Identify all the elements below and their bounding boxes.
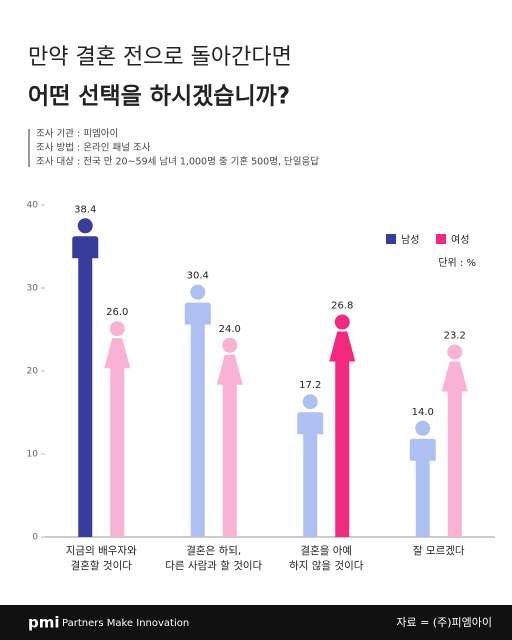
person-body <box>329 331 356 537</box>
value-label: 14.0 <box>412 407 434 418</box>
person-head <box>302 394 318 410</box>
footer-source: 자료 = (주)피엠아이 <box>396 616 492 629</box>
x-tick-label: 하지 않을 것이다 <box>289 559 364 572</box>
chart-subtitle: 어떤 선택을 하시겠습니까? <box>28 84 290 110</box>
y-tick-label: 40 <box>27 201 39 211</box>
person-head <box>334 314 350 330</box>
person-bar <box>441 344 468 537</box>
person-head <box>77 218 93 234</box>
info-bar <box>28 129 30 167</box>
footer-bar <box>0 605 512 640</box>
value-label: 30.4 <box>187 271 209 282</box>
x-tick-label: 지금의 배우자와 <box>66 545 137 557</box>
person-head <box>190 284 206 300</box>
person-bar <box>329 314 356 537</box>
person-bar <box>184 284 211 537</box>
value-label: 17.2 <box>299 380 321 391</box>
chart-title: 만약 결혼 전으로 돌아간다면 <box>28 45 292 70</box>
person-bar <box>72 218 99 537</box>
value-label: 26.8 <box>331 301 353 312</box>
survey-info: 조사 기관 : 피엠아이 <box>36 128 118 140</box>
person-body <box>216 354 243 537</box>
footer-logo: pmi <box>28 614 60 632</box>
unit-label: 단위 : % <box>438 256 476 269</box>
person-body <box>72 236 99 537</box>
person-body <box>184 302 211 537</box>
y-tick-label: 10 <box>27 450 39 460</box>
legend-label: 남성 <box>401 234 419 246</box>
value-label: 38.4 <box>74 204 96 215</box>
value-label: 26.0 <box>106 307 128 318</box>
survey-info: 조사 방법 : 온라인 패널 조사 <box>36 143 151 154</box>
y-tick-label: 30 <box>27 284 39 294</box>
x-tick-label: 잘 모르겠다 <box>413 545 465 557</box>
x-tick-label: 결혼할 것이다 <box>71 559 133 572</box>
value-label: 23.2 <box>444 330 466 341</box>
legend-swatch <box>386 234 396 244</box>
person-body <box>104 338 131 537</box>
person-head <box>109 321 125 337</box>
footer-tagline: Partners Make Innovation <box>62 618 189 629</box>
legend-swatch <box>436 234 446 244</box>
person-bar <box>297 394 324 537</box>
person-body <box>297 412 324 537</box>
legend-label: 여성 <box>451 234 469 246</box>
y-tick-label: 0 <box>32 533 38 543</box>
x-tick-label: 결혼은 하되, <box>186 544 241 557</box>
person-bar <box>104 321 131 537</box>
person-head <box>415 420 431 436</box>
person-head <box>447 344 463 360</box>
person-body <box>409 438 436 537</box>
value-label: 24.0 <box>219 324 241 335</box>
x-tick-label: 결혼을 아예 <box>300 544 352 557</box>
y-tick-label: 20 <box>27 367 39 377</box>
person-bar <box>216 337 243 537</box>
person-bar <box>409 420 436 537</box>
x-tick-label: 다른 사람과 할 것이다 <box>165 559 262 572</box>
survey-info: 조사 대상 : 전국 만 20~59세 남녀 1,000명 중 기혼 500명,… <box>36 156 319 168</box>
person-head <box>222 337 238 353</box>
person-body <box>441 361 468 537</box>
